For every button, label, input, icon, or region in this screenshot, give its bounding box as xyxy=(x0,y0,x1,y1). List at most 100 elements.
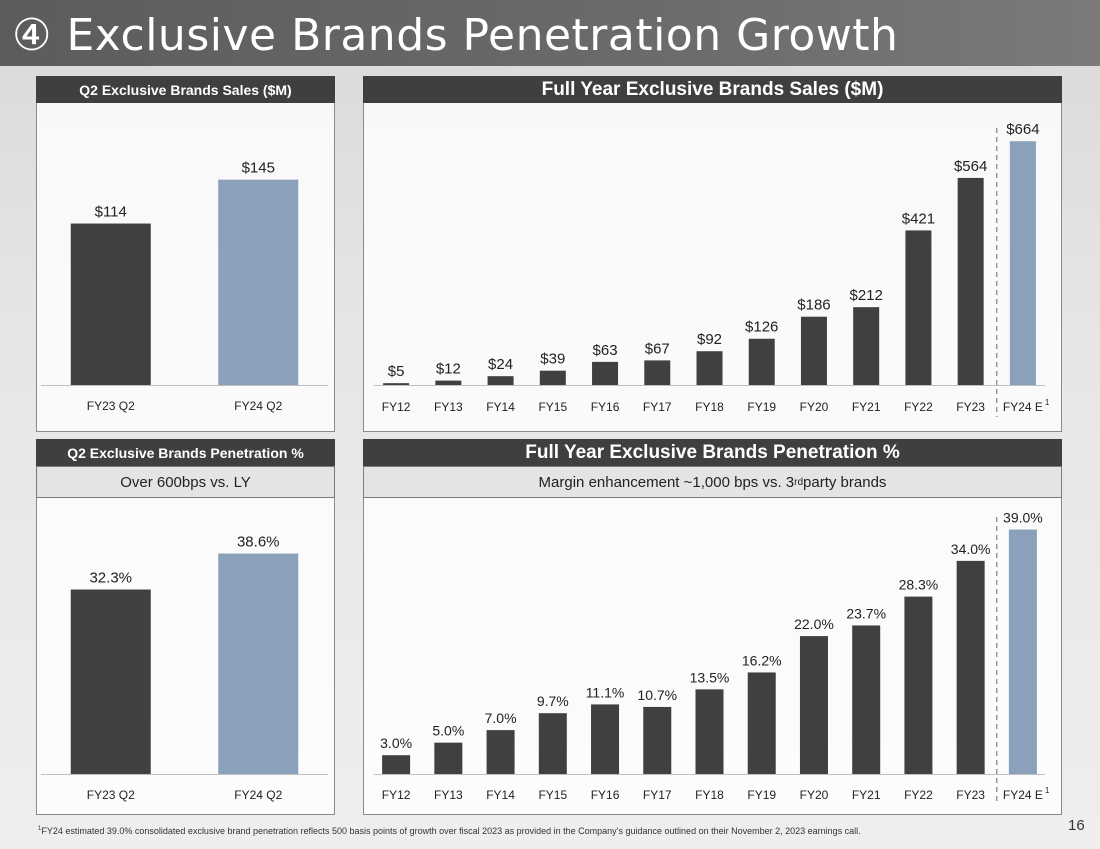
data-label: 13.5% xyxy=(690,669,730,685)
page-number: 16 xyxy=(1068,817,1085,834)
data-label: 28.3% xyxy=(899,577,939,593)
bar xyxy=(383,383,410,385)
bar xyxy=(696,351,723,385)
bar xyxy=(487,376,514,385)
bar xyxy=(435,380,462,385)
data-label: $67 xyxy=(645,340,670,357)
data-label: 22.0% xyxy=(794,616,834,632)
data-label: $145 xyxy=(242,160,275,177)
data-label: $126 xyxy=(745,319,778,336)
title-number-icon: ④ xyxy=(12,10,52,61)
bar xyxy=(591,704,620,774)
tick-label: FY12 xyxy=(382,400,411,414)
q2-sales-chart: $114 FY23 Q2 $145 FY24 Q2 xyxy=(41,160,328,413)
bar xyxy=(853,307,880,385)
data-label: 34.0% xyxy=(951,541,991,557)
data-label: 16.2% xyxy=(742,652,782,668)
data-label: $5 xyxy=(388,363,405,380)
page-title: ④ Exclusive Brands Penetration Growth xyxy=(12,10,898,61)
tick-label: FY15 xyxy=(538,400,567,414)
fy-sales-chart: $5 FY12 $12 FY13 $24 FY14 $39 FY15 $63 FY16 $67 FY1… xyxy=(374,121,1050,417)
tick-label: FY22 xyxy=(904,788,933,802)
footnote-marker: 1 xyxy=(38,826,42,832)
tick-label: FY19 xyxy=(747,400,776,414)
bar xyxy=(382,755,411,774)
q2-sales-header: Q2 Exclusive Brands Sales ($M) xyxy=(36,76,335,103)
tick-label: FY16 xyxy=(591,400,620,414)
bar xyxy=(852,625,881,774)
tick-label: FY12 xyxy=(382,788,411,802)
data-label: $39 xyxy=(540,351,565,368)
tick-label: FY19 xyxy=(747,788,776,802)
bar xyxy=(748,338,775,385)
data-label: 9.7% xyxy=(537,693,569,709)
tick-label: FY24 E xyxy=(1003,788,1043,802)
fy-pen-header: Full Year Exclusive Brands Penetration % xyxy=(363,439,1062,466)
bar xyxy=(956,560,985,774)
fy-pen-sub-text-end: party brands xyxy=(803,473,887,491)
bar xyxy=(434,742,463,774)
fy-pen-chart: 3.0% FY12 5.0% FY13 7.0% FY14 9.7% FY15 11.1% FY1… xyxy=(374,510,1050,805)
tick-label: FY13 xyxy=(434,788,463,802)
tick-label: FY23 Q2 xyxy=(87,399,135,413)
tick-label: FY22 xyxy=(904,400,933,414)
tick-label: FY21 xyxy=(852,400,881,414)
bar xyxy=(70,223,151,385)
data-label: $12 xyxy=(436,361,461,378)
tick-label: FY20 xyxy=(800,400,829,414)
data-label: 7.0% xyxy=(485,710,517,726)
bar xyxy=(218,553,299,774)
tick-label: FY20 xyxy=(800,788,829,802)
tick-label: FY17 xyxy=(643,400,672,414)
tick-label: FY13 xyxy=(434,400,463,414)
tick-footnote: 1 xyxy=(1045,398,1050,407)
tick-label: FY14 xyxy=(486,400,515,414)
tick-label: FY16 xyxy=(591,788,620,802)
tick-label: FY17 xyxy=(643,788,672,802)
bar xyxy=(643,706,672,774)
bar xyxy=(539,370,566,385)
data-label: 10.7% xyxy=(637,687,677,703)
fy-pen-sub-text: Margin enhancement ~1,000 bps vs. 3 xyxy=(538,473,795,491)
title-label: Exclusive Brands Penetration Growth xyxy=(66,10,899,61)
data-label: $114 xyxy=(95,204,127,221)
data-label: $63 xyxy=(593,342,618,359)
tick-label: FY23 xyxy=(956,788,985,802)
tick-footnote: 1 xyxy=(1045,786,1050,795)
bar xyxy=(957,177,984,385)
data-label: $24 xyxy=(488,356,513,373)
tick-label: FY23 Q2 xyxy=(87,788,135,802)
bar xyxy=(1009,141,1036,385)
data-label: $186 xyxy=(797,297,830,314)
bar xyxy=(486,730,515,774)
tick-label: FY21 xyxy=(852,788,881,802)
bar xyxy=(800,316,827,385)
footnote-text: FY24 estimated 39.0% consolidated exclus… xyxy=(41,826,861,836)
data-label: $212 xyxy=(850,287,883,304)
tick-label: FY24 E xyxy=(1003,400,1043,414)
data-label: 11.1% xyxy=(586,684,625,700)
data-label: $664 xyxy=(1006,121,1039,138)
bar xyxy=(644,360,671,385)
bar xyxy=(904,596,933,774)
bar xyxy=(538,713,567,774)
bar xyxy=(592,361,619,385)
bar xyxy=(905,230,932,385)
data-label: $92 xyxy=(697,331,722,348)
title-bar: ④ Exclusive Brands Penetration Growth xyxy=(0,0,1100,66)
fy-pen-sub-sup: rd xyxy=(794,476,804,488)
footnote: 1FY24 estimated 39.0% consolidated exclu… xyxy=(38,826,861,836)
bar xyxy=(799,636,828,774)
tick-label: FY18 xyxy=(695,400,724,414)
q2-pen-header: Q2 Exclusive Brands Penetration % xyxy=(36,439,335,466)
tick-label: FY14 xyxy=(486,788,515,802)
fy-sales-header: Full Year Exclusive Brands Sales ($M) xyxy=(363,76,1062,103)
data-label: 39.0% xyxy=(1003,510,1043,526)
q2-pen-subheader: Over 600bps vs. LY xyxy=(36,466,335,498)
tick-label: FY24 Q2 xyxy=(234,399,282,413)
data-label: 32.3% xyxy=(89,570,132,587)
data-label: 3.0% xyxy=(380,735,412,751)
data-label: 23.7% xyxy=(846,605,886,621)
tick-label: FY18 xyxy=(695,788,724,802)
